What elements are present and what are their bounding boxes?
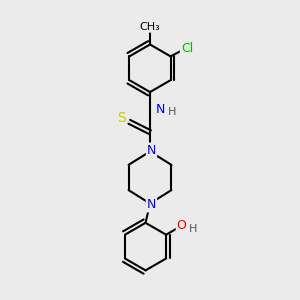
Text: H: H <box>189 224 197 234</box>
Text: O: O <box>177 219 187 232</box>
Text: S: S <box>117 111 126 125</box>
Text: N: N <box>156 103 165 116</box>
Text: N: N <box>147 143 156 157</box>
Text: CH₃: CH₃ <box>140 22 160 32</box>
Text: Cl: Cl <box>181 42 193 55</box>
Text: H: H <box>167 107 176 117</box>
Text: N: N <box>147 199 156 212</box>
